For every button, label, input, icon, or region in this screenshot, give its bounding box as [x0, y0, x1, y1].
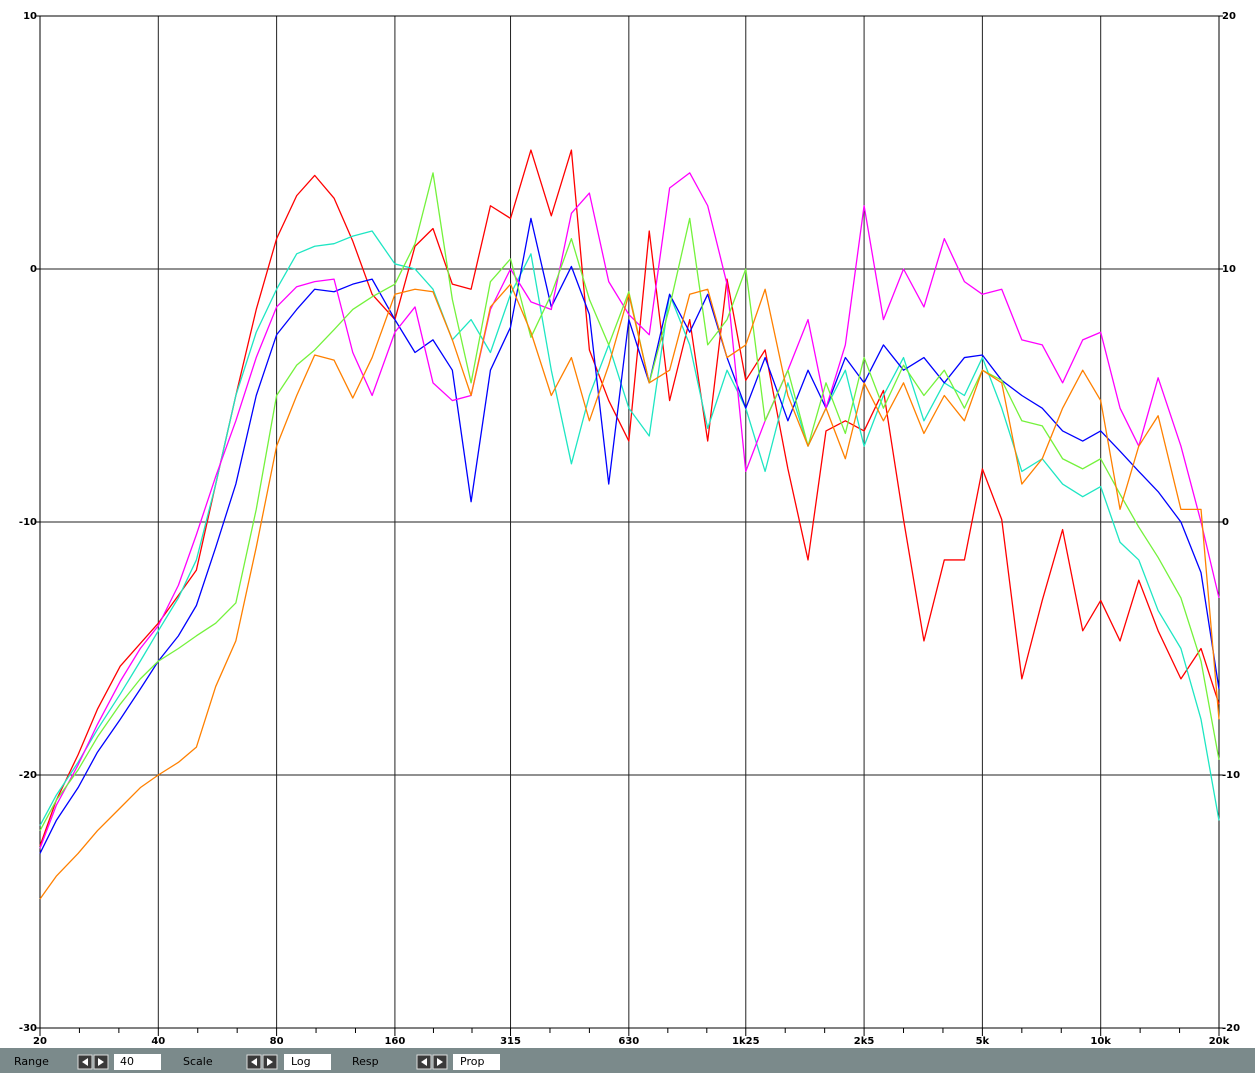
arrow-right [267, 1058, 273, 1066]
plot: -30 -20 -10 0 10 -20 -10 0 10 20 20 40 80 160 315 630 1k… [19, 11, 1240, 1047]
x-tick-label: 1k25 [732, 1036, 760, 1047]
x-tick-label: 40 [151, 1036, 165, 1047]
resp-label: Resp [352, 1055, 379, 1068]
arrow-right [98, 1058, 104, 1066]
arrow-left [82, 1058, 88, 1066]
toolbar-bar [0, 1048, 1255, 1073]
series-line [39, 217, 1220, 854]
scale-buttons[interactable] [246, 1054, 278, 1070]
x-tick-label: 160 [384, 1036, 405, 1047]
series-line [39, 172, 1220, 831]
arrow-right [437, 1058, 443, 1066]
series-line [39, 172, 1220, 849]
toolbar: Range 40 Scale Log Resp Prop [0, 1048, 1255, 1073]
x-tick-label: 315 [500, 1036, 521, 1047]
scale-value: Log [291, 1055, 311, 1068]
scale-label: Scale [183, 1055, 213, 1068]
y-tick-label: -20 [19, 770, 37, 781]
resp-buttons[interactable] [416, 1054, 448, 1070]
x-tick-label: 20k [1209, 1036, 1230, 1047]
x-tick-label: 2k5 [854, 1036, 875, 1047]
scale-input[interactable] [284, 1054, 331, 1070]
x-tick-label: 5k [976, 1036, 990, 1047]
x-tick-label: 80 [270, 1036, 284, 1047]
x-tick-label: 20 [33, 1036, 47, 1047]
range-label: Range [14, 1055, 49, 1068]
series-line [39, 230, 1220, 826]
range-buttons[interactable] [77, 1054, 109, 1070]
y-tick-label: -30 [19, 1023, 37, 1034]
x-tick-label: 630 [618, 1036, 639, 1047]
plot-border [39, 15, 1220, 1029]
x-tick-label: 10k [1090, 1036, 1111, 1047]
arrow-left [251, 1058, 257, 1066]
y2-tick-label: -10 [1222, 770, 1240, 781]
y-tick-label: 10 [23, 11, 37, 22]
y2-tick-label: 10 [1222, 264, 1236, 275]
resp-input[interactable] [453, 1054, 500, 1070]
y2-tick-label: -20 [1222, 1023, 1240, 1034]
range-input[interactable] [114, 1054, 161, 1070]
resp-value: Prop [460, 1055, 484, 1068]
range-value: 40 [120, 1055, 134, 1068]
y2-tick-label: 0 [1222, 517, 1229, 528]
arrow-left [421, 1058, 427, 1066]
series-line [39, 283, 1220, 900]
y-tick-label: 0 [30, 264, 37, 275]
y2-tick-label: 20 [1222, 11, 1236, 22]
y-tick-label: -10 [19, 517, 37, 528]
